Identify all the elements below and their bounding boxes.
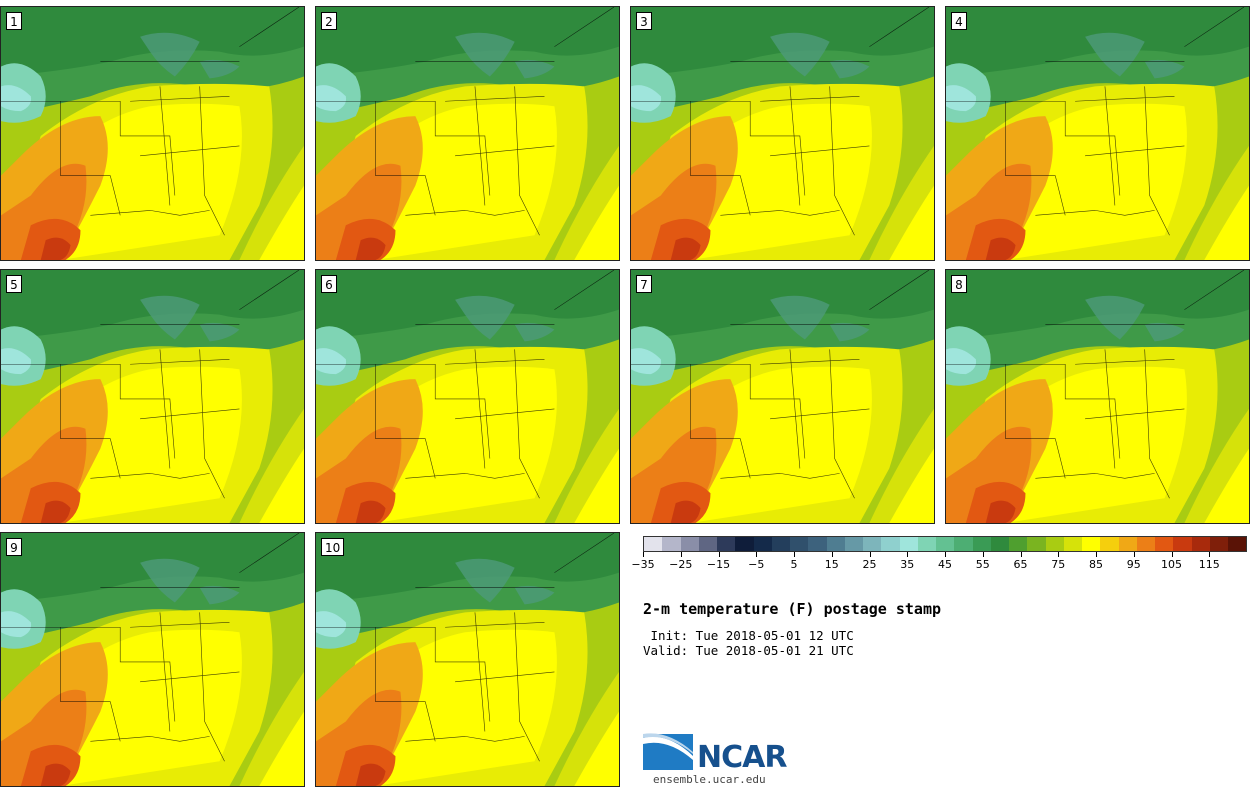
colorbar-bin <box>1045 537 1064 551</box>
colorbar-tick <box>756 552 758 557</box>
colorbar-tick-label: 95 <box>1126 558 1141 571</box>
colorbar-bin <box>1027 537 1046 551</box>
colorbar-tick <box>1058 552 1060 557</box>
colorbar-tick-label: −15 <box>706 558 731 571</box>
colorbar-tick <box>1209 552 1211 557</box>
colorbar-tick-label: −5 <box>748 558 765 571</box>
colorbar-tick-label: 75 <box>1051 558 1066 571</box>
logo-text: NCAR <box>697 740 787 775</box>
colorbar-bin <box>917 537 936 551</box>
member-label: 6 <box>321 275 337 293</box>
member-panel-8[interactable]: 8 <box>945 269 1250 524</box>
member-label: 5 <box>6 275 22 293</box>
colorbar-bin <box>1228 537 1247 551</box>
colorbar-bin <box>881 537 900 551</box>
colorbar-bin <box>771 537 790 551</box>
colorbar-bin <box>753 537 772 551</box>
valid-time: Valid: Tue 2018-05-01 21 UTC <box>643 643 854 658</box>
colorbar-bin <box>1136 537 1155 551</box>
colorbar-tick <box>982 552 984 557</box>
member-label: 9 <box>6 538 22 556</box>
colorbar-bin <box>662 537 681 551</box>
member-panel-2[interactable]: 2 <box>315 6 620 261</box>
colorbar-tick <box>907 552 909 557</box>
colorbar-bin <box>1173 537 1192 551</box>
colorbar-bin <box>735 537 754 551</box>
colorbar-bin <box>1009 537 1028 551</box>
colorbar-tick <box>1020 552 1022 557</box>
colorbar-tick-label: 35 <box>900 558 915 571</box>
colorbar-bin <box>1155 537 1174 551</box>
colorbar-bin <box>1118 537 1137 551</box>
colorbar-tick <box>794 552 795 557</box>
colorbar-tick <box>869 552 871 557</box>
colorbar-tick-label: 85 <box>1089 558 1103 571</box>
init-time: Init: Tue 2018-05-01 12 UTC <box>643 628 854 643</box>
member-panel-5[interactable]: 5 <box>0 269 305 524</box>
colorbar-bin <box>790 537 809 551</box>
colorbar-bin <box>1082 537 1101 551</box>
colorbar-bin <box>990 537 1009 551</box>
colorbar-bin <box>863 537 882 551</box>
member-label: 2 <box>321 12 337 30</box>
member-panel-9[interactable]: 9 <box>0 532 305 787</box>
member-panel-3[interactable]: 3 <box>630 6 935 261</box>
colorbar-tick <box>718 552 720 557</box>
colorbar-bin <box>808 537 827 551</box>
member-label: 8 <box>951 275 967 293</box>
colorbar-tick <box>945 552 946 557</box>
colorbar-bin <box>899 537 918 551</box>
member-label: 7 <box>636 275 652 293</box>
colorbar-bin <box>954 537 973 551</box>
colorbar-bin <box>680 537 699 551</box>
colorbar-bin <box>717 537 736 551</box>
member-label: 4 <box>951 12 967 30</box>
colorbar-tick-label: −25 <box>669 558 693 571</box>
colorbar-tick-label: 55 <box>975 558 990 571</box>
colorbar-tick <box>1171 552 1173 557</box>
member-panel-6[interactable]: 6 <box>315 269 620 524</box>
colorbar-bin <box>972 537 991 551</box>
member-panel-4[interactable]: 4 <box>945 6 1250 261</box>
colorbar-bin <box>1209 537 1228 551</box>
website-link[interactable]: ensemble.ucar.edu <box>653 773 766 786</box>
member-label: 3 <box>636 12 652 30</box>
colorbar-bin <box>644 537 663 551</box>
colorbar-tick-label: 105 <box>1161 558 1182 571</box>
member-panel-7[interactable]: 7 <box>630 269 935 524</box>
colorbar-tick-label: 15 <box>824 558 839 571</box>
colorbar-tick-label: 65 <box>1013 558 1028 571</box>
colorbar-tick-label: 5 <box>790 558 798 571</box>
colorbar-bin <box>826 537 845 551</box>
temperature-colorbar <box>643 536 1247 552</box>
colorbar-bin <box>1191 537 1210 551</box>
ncar-logo-icon <box>643 733 693 770</box>
colorbar-bin <box>1100 537 1119 551</box>
member-panel-10[interactable]: 10 <box>315 532 620 787</box>
colorbar-tick <box>1133 552 1135 557</box>
colorbar-bin <box>936 537 955 551</box>
colorbar-tick-label: 25 <box>862 558 877 571</box>
colorbar-tick <box>1096 552 1097 557</box>
product-title: 2-m temperature (F) postage stamp <box>643 600 942 618</box>
colorbar-tick <box>643 552 644 557</box>
colorbar-bin <box>844 537 863 551</box>
colorbar-tick-label: 115 <box>1198 558 1220 571</box>
colorbar-tick <box>831 552 833 557</box>
colorbar-bin <box>1063 537 1082 551</box>
colorbar-tick-label: 45 <box>938 558 952 571</box>
colorbar-tick <box>680 552 682 557</box>
colorbar-ticks: −35 −25 −15 −5 5 15 25 35 45 55 65 75 85 95 105 115 <box>631 552 1247 576</box>
member-label: 1 <box>6 12 22 30</box>
colorbar-tick-label: −35 <box>631 558 655 571</box>
colorbar-bin <box>698 537 717 551</box>
member-label: 10 <box>321 538 345 556</box>
member-panel-1[interactable]: 1 <box>0 6 305 261</box>
